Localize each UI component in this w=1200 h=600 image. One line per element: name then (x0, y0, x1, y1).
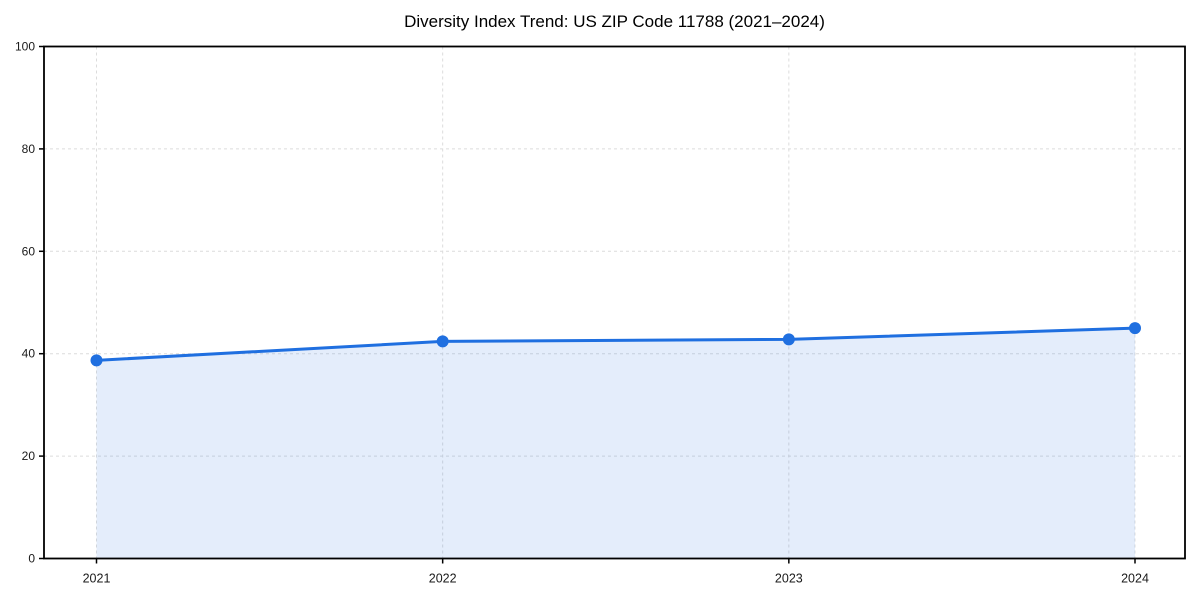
x-tick-label: 2024 (1121, 572, 1149, 586)
x-tick-label: 2023 (775, 572, 803, 586)
x-tick-label: 2021 (83, 572, 111, 586)
data-point-2022 (436, 335, 449, 348)
chart-title: Diversity Index Trend: US ZIP Code 11788… (404, 12, 825, 31)
y-tick-label: 60 (22, 244, 36, 258)
area-fill (96, 328, 1135, 559)
trend-line (95, 326, 1137, 362)
y-tick-label: 40 (22, 347, 36, 361)
y-tick-label: 20 (22, 449, 36, 463)
y-tick-label: 0 (28, 552, 35, 566)
y-tick-label: 100 (15, 40, 35, 54)
data-point-2024 (1129, 322, 1141, 335)
data-point-2023 (782, 333, 795, 346)
plot-border (43, 45, 1186, 560)
x-tick-label: 2022 (429, 572, 457, 586)
y-tick-label: 80 (22, 142, 36, 156)
data-point-2021 (90, 354, 103, 367)
